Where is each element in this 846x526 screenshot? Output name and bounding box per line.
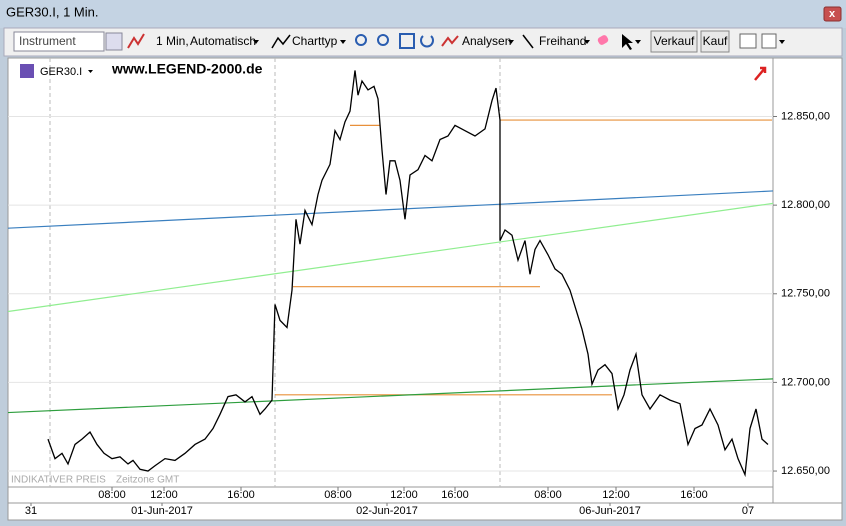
buy-label: Kauf xyxy=(703,34,728,48)
x-tick-label: 16:00 xyxy=(441,489,469,501)
y-tick-label: 12.850,00 xyxy=(781,110,830,122)
interval[interactable]: 1 Min, xyxy=(156,34,189,48)
timezone: Zeitzone GMT xyxy=(116,475,179,486)
analyses[interactable]: Analysen xyxy=(462,34,511,48)
symbol-icon xyxy=(20,64,34,78)
mode[interactable]: Automatisch xyxy=(190,34,256,48)
symbol[interactable]: GER30.I xyxy=(40,66,82,78)
eraser-icon[interactable] xyxy=(597,34,610,46)
x-tick-label: 08:00 xyxy=(534,489,562,501)
sell-button[interactable] xyxy=(650,30,698,53)
reset-icon[interactable] xyxy=(420,35,434,48)
x-tick-label: 16:00 xyxy=(680,489,708,501)
charttype[interactable]: Charttyp xyxy=(292,34,338,48)
x-tick-label: 08:00 xyxy=(98,489,126,501)
zoom-in[interactable] xyxy=(355,34,367,46)
window-title: GER30.I, 1 Min. xyxy=(6,4,98,19)
date-label: 02-Jun-2017 xyxy=(356,505,418,517)
footnote: INDIKATIVER PREIS xyxy=(11,475,106,486)
date-label: 31 xyxy=(25,505,37,517)
dropdown-arrow xyxy=(508,40,514,44)
dropdown-arrow xyxy=(88,70,93,73)
price-line xyxy=(47,70,769,478)
instrument-placeholder: Instrument xyxy=(19,34,76,48)
date-label: 07 xyxy=(742,505,754,517)
y-tick-label: 12.750,00 xyxy=(781,288,830,300)
dropdown-arrow xyxy=(340,40,346,44)
indicator-icon[interactable] xyxy=(127,33,145,49)
freehand[interactable]: Freihand xyxy=(539,34,586,48)
x-tick-label: 08:00 xyxy=(324,489,352,501)
x-tick-label: 12:00 xyxy=(390,489,418,501)
instrument-input[interactable] xyxy=(13,31,105,52)
print-icon[interactable] xyxy=(761,33,777,49)
title-bar xyxy=(0,0,846,28)
sell-label: Verkauf xyxy=(654,34,695,48)
x-tick-label: 16:00 xyxy=(227,489,255,501)
drawn-line xyxy=(7,202,774,313)
dropdown-arrow xyxy=(584,40,590,44)
y-tick-label: 12.800,00 xyxy=(781,199,830,211)
charttype-icon[interactable] xyxy=(271,34,291,49)
zoom-out[interactable] xyxy=(377,34,389,46)
x-tick-label: 12:00 xyxy=(602,489,630,501)
y-tick-label: 12.650,00 xyxy=(781,465,830,477)
trend-icon xyxy=(754,66,767,81)
instrument-list-button[interactable] xyxy=(105,32,123,51)
close-icon: x xyxy=(829,8,836,20)
fit-icon[interactable] xyxy=(399,33,415,49)
dropdown-arrow xyxy=(779,40,785,44)
dropdown-arrow xyxy=(253,40,259,44)
freehand-icon[interactable] xyxy=(522,34,534,49)
pointer-icon[interactable] xyxy=(622,34,633,50)
y-tick-label: 12.700,00 xyxy=(781,376,830,388)
close-button[interactable] xyxy=(823,6,842,22)
analyses-icon[interactable] xyxy=(441,35,459,47)
dropdown-arrow xyxy=(635,40,641,44)
x-tick-label: 12:00 xyxy=(150,489,178,501)
chart-panel xyxy=(7,57,843,521)
date-label: 06-Jun-2017 xyxy=(579,505,641,517)
watermark: www.LEGEND-2000.de xyxy=(111,61,263,77)
date-label: 01-Jun-2017 xyxy=(131,505,193,517)
drawn-line xyxy=(7,190,774,229)
chart-icon[interactable] xyxy=(739,33,757,49)
buy-button[interactable] xyxy=(700,30,730,53)
drawn-line xyxy=(7,378,774,414)
